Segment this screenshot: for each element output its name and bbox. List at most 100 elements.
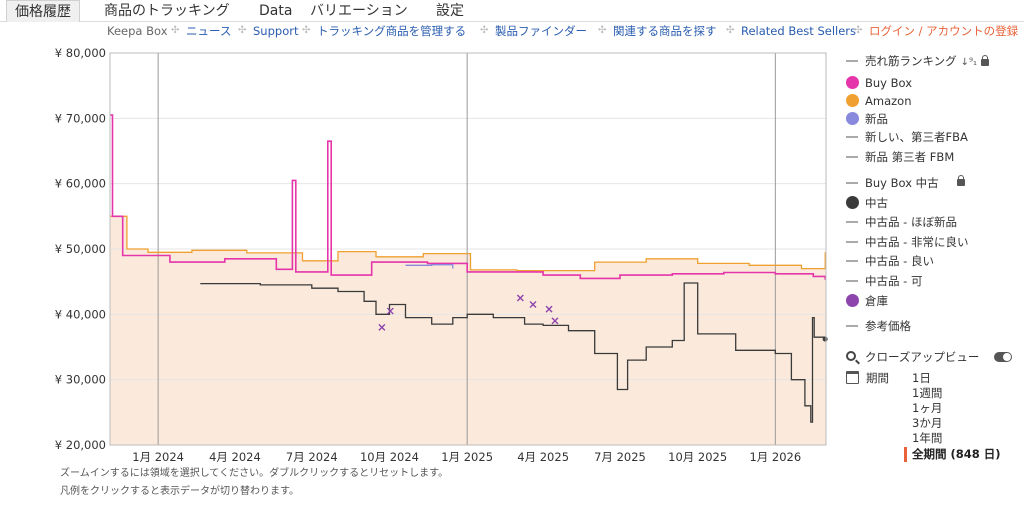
nav-separator-icon: ✣	[238, 25, 247, 36]
legend-label: Amazon	[865, 94, 912, 108]
nav-link-support[interactable]: Support	[253, 24, 299, 38]
range-option-1-month[interactable]: 1ヶ月	[912, 401, 943, 415]
tab-bar: 価格履歴 商品のトラッキング Data バリエーション 設定	[0, 0, 1024, 22]
nav-separator-icon: ✣	[598, 25, 607, 36]
warehouse-marker-stroke	[551, 317, 559, 325]
nav-link-manage-tracking[interactable]: トラッキング商品を管理する	[317, 24, 467, 38]
tab-price-history[interactable]: 価格履歴	[6, 0, 80, 22]
y-tick-label: ¥ 70,000	[55, 111, 106, 125]
buy-box-series-line	[110, 114, 826, 280]
new-series-line	[405, 264, 454, 269]
sort-icon[interactable]: ↓⁹₁	[960, 57, 978, 68]
toggle-icon[interactable]	[994, 352, 1012, 362]
used-series-line	[200, 282, 826, 423]
range-option-1-day[interactable]: 1日	[912, 371, 931, 385]
x-tick-label: 10月 2024	[360, 450, 419, 464]
warehouse-marker-stroke	[545, 305, 553, 313]
warehouse-marker	[551, 317, 559, 325]
nav-link-login[interactable]: ログイン / アカウントの登録	[869, 24, 1019, 38]
warehouse-marker-stroke	[516, 294, 524, 302]
x-tick-label: 1月 2024	[132, 450, 184, 464]
warehouse-marker-stroke	[378, 323, 386, 331]
y-tick-label: ¥ 50,000	[55, 242, 106, 256]
nav-separator-icon: ✣	[171, 25, 180, 36]
period-label: 期間	[866, 371, 889, 385]
nav-separator-icon: ✣	[480, 25, 489, 36]
legend-label: 参考価格	[865, 319, 911, 333]
warehouse-marker	[529, 301, 537, 309]
dash-icon	[846, 60, 858, 62]
x-tick-label: 10月 2025	[668, 450, 727, 464]
nav-link-related-best-sellers[interactable]: Related Best Sellers	[741, 24, 857, 38]
legend-label: Buy Box	[865, 76, 913, 90]
dash-icon	[846, 136, 858, 138]
dash-icon	[846, 280, 858, 282]
legend-label: 中古品 - ほぼ新品	[865, 215, 957, 229]
warehouse-marker	[386, 307, 394, 315]
legend-label: 新品 第三者 FBM	[865, 150, 955, 164]
dash-icon	[846, 221, 858, 223]
nav-link-product-finder[interactable]: 製品ファインダー	[495, 24, 587, 38]
dash-icon	[846, 260, 858, 262]
plot-area	[109, 52, 828, 446]
legend-label: 倉庫	[865, 294, 888, 308]
dash-icon	[846, 241, 858, 243]
dash-icon	[846, 156, 858, 158]
color-dot-icon	[846, 294, 859, 307]
legend-label: 新しい、第三者FBA	[865, 130, 968, 144]
keepa-box-link[interactable]: Keepa Box	[107, 24, 168, 38]
y-tick-label: ¥ 40,000	[55, 307, 106, 321]
range-option-1-week[interactable]: 1週間	[912, 386, 943, 400]
legend-hint: 凡例をクリックすると表示データが切り替わります。	[60, 486, 299, 497]
warehouse-marker	[378, 323, 386, 331]
warehouse-marker-stroke	[529, 301, 537, 309]
tab-data[interactable]: Data	[259, 3, 293, 19]
amazon-series-line	[110, 215, 826, 272]
tab-variations[interactable]: バリエーション	[310, 3, 408, 19]
plot-frame	[109, 52, 827, 446]
tab-product-tracking[interactable]: 商品のトラッキング	[104, 3, 230, 19]
lock-icon	[981, 55, 990, 66]
range-option-1-year[interactable]: 1年間	[912, 431, 943, 445]
dash-icon	[846, 182, 858, 184]
legend-label: 中古品 - 可	[865, 274, 923, 288]
nav-separator-icon: ✣	[726, 25, 735, 36]
legend-label: 中古品 - 非常に良い	[865, 235, 969, 249]
tab-settings[interactable]: 設定	[436, 3, 464, 19]
warehouse-marker-stroke	[545, 305, 553, 313]
close-up-view-label: クローズアップビュー	[865, 350, 980, 364]
x-tick-label: 7月 2025	[594, 450, 646, 464]
color-dot-icon	[846, 94, 859, 107]
range-option-3-months[interactable]: 3か月	[912, 416, 943, 430]
x-tick-label: 1月 2025	[441, 450, 493, 464]
warehouse-marker	[516, 294, 524, 302]
color-dot-icon	[846, 196, 859, 209]
x-axis: 1月 2024 4月 2024 7月 2024 10月 2024 1月 2025 4月 2…	[132, 450, 801, 464]
legend-label: 中古品 - 良い	[865, 254, 934, 268]
close-up-view-toggle[interactable]: クローズアップビュー	[846, 348, 1016, 366]
legend-label: 新品	[865, 112, 888, 126]
warehouse-marker-stroke	[386, 307, 394, 315]
x-tick-label: 7月 2024	[286, 450, 338, 464]
nav-link-news[interactable]: ニュース	[186, 24, 232, 38]
nav-separator-icon: ✣	[302, 25, 311, 36]
amazon-area-fill	[110, 216, 826, 445]
y-axis: ¥ 80,000 ¥ 70,000 ¥ 60,000 ¥ 50,000 ¥ 40,000…	[55, 46, 106, 452]
y-tick-label: ¥ 30,000	[55, 373, 106, 387]
zoom-hint: ズームインするには領域を選択してください。ダブルクリックするとリセットします。	[60, 468, 449, 479]
warehouse-marker-stroke	[386, 307, 394, 315]
x-tick-label: 1月 2026	[749, 450, 801, 464]
search-icon	[846, 351, 856, 361]
color-dot-icon	[846, 76, 859, 89]
keepa-nav-bar: Keepa Box ✣ ニュース ✣ Support ✣ トラッキング商品を管理…	[0, 22, 1024, 40]
warehouse-marker	[545, 305, 553, 313]
range-option-all-time[interactable]: 全期間 (848 日)	[904, 447, 1001, 462]
y-tick-label: ¥ 60,000	[55, 177, 106, 191]
legend-label: 売れ筋ランキング	[865, 54, 957, 68]
y-tick-label: ¥ 20,000	[55, 438, 106, 452]
nav-separator-icon: ✣	[854, 25, 863, 36]
calendar-icon	[846, 371, 859, 384]
warehouse-marker-stroke	[551, 317, 559, 325]
warehouse-marker-stroke	[516, 294, 524, 302]
nav-link-find-related[interactable]: 関連する商品を探す	[613, 24, 717, 38]
